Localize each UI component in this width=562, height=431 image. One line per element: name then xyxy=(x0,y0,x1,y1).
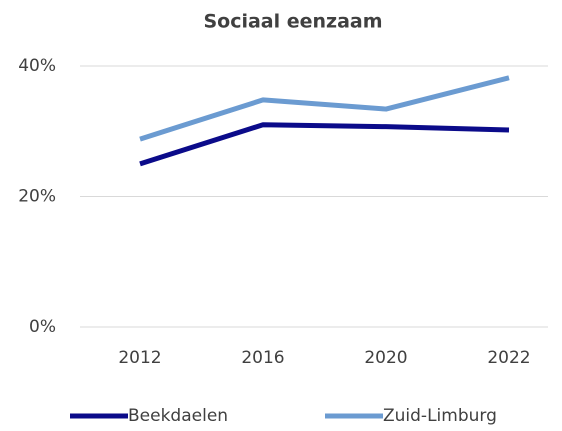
series-line xyxy=(139,75,510,142)
legend-label: Beekdaelen xyxy=(128,406,228,426)
series-line xyxy=(139,122,510,167)
y-tick-label: 0% xyxy=(29,317,56,337)
x-tick-label: 2016 xyxy=(241,348,284,368)
x-tick-label: 2020 xyxy=(364,348,407,368)
x-tick-label: 2022 xyxy=(487,348,530,368)
y-tick-label: 20% xyxy=(18,187,56,207)
legend-label: Zuid-Limburg xyxy=(383,406,497,426)
chart-title: Sociaal eenzaam xyxy=(203,11,382,33)
y-tick-label: 40% xyxy=(18,56,56,76)
x-tick-label: 2012 xyxy=(118,348,161,368)
